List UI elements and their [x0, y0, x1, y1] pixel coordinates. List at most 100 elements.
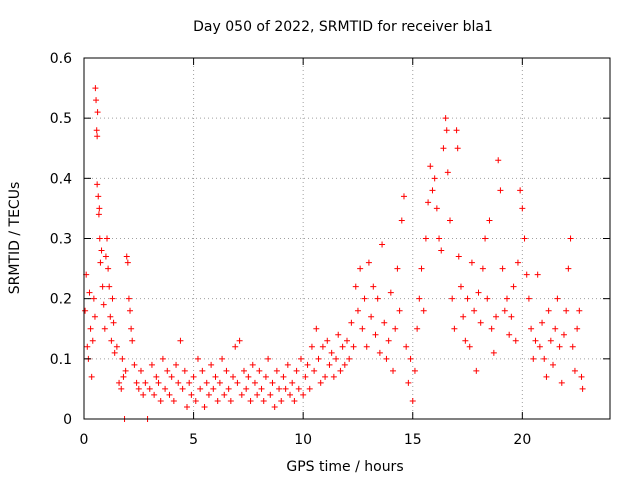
data-point	[462, 337, 469, 344]
data-point	[230, 373, 237, 380]
data-point	[429, 187, 436, 194]
data-point	[96, 235, 103, 242]
data-point	[162, 385, 169, 392]
data-point	[528, 325, 535, 332]
data-point	[166, 391, 173, 398]
data-point	[532, 337, 539, 344]
data-point	[385, 337, 392, 344]
data-point	[552, 325, 559, 332]
data-point	[192, 397, 199, 404]
data-point	[186, 379, 193, 386]
data-point	[460, 313, 467, 320]
data-point	[267, 391, 274, 398]
x-tick-label: 10	[294, 432, 312, 448]
data-point	[416, 295, 423, 302]
data-point	[341, 361, 348, 368]
data-point	[94, 181, 101, 188]
data-point	[106, 283, 113, 290]
data-point	[311, 367, 318, 374]
data-point	[127, 307, 134, 314]
x-tick-label: 20	[513, 432, 531, 448]
data-point	[208, 361, 215, 368]
data-point	[523, 271, 530, 278]
data-point	[447, 217, 454, 224]
data-point	[300, 391, 307, 398]
data-point	[315, 355, 322, 362]
data-point	[140, 391, 147, 398]
data-point	[374, 295, 381, 302]
y-axis-label: SRMTID / TECUs	[7, 182, 23, 295]
data-point	[545, 307, 552, 314]
data-point	[227, 397, 234, 404]
y-tick-label: 0.3	[50, 232, 72, 248]
data-point	[330, 373, 337, 380]
data-point	[433, 205, 440, 212]
data-point	[86, 289, 93, 296]
chart-title: Day 050 of 2022, SRMTID for receiver bla…	[193, 19, 493, 35]
data-point	[313, 325, 320, 332]
data-point	[411, 367, 418, 374]
data-point	[168, 373, 175, 380]
x-tick-label: 5	[189, 432, 198, 448]
data-point	[295, 385, 302, 392]
data-point	[119, 355, 126, 362]
data-point	[392, 325, 399, 332]
data-point	[280, 373, 287, 380]
data-point	[541, 355, 548, 362]
data-point	[556, 343, 563, 350]
data-point	[256, 367, 263, 374]
data-point	[212, 373, 219, 380]
data-point	[517, 187, 524, 194]
data-point	[84, 343, 91, 350]
data-point	[101, 325, 108, 332]
data-point	[464, 295, 471, 302]
data-point	[488, 325, 495, 332]
data-point	[398, 217, 405, 224]
data-point	[265, 355, 272, 362]
data-point	[454, 145, 461, 152]
data-point	[157, 397, 164, 404]
data-point	[90, 295, 97, 302]
data-point	[95, 211, 102, 218]
data-point	[199, 367, 206, 374]
data-point	[569, 343, 576, 350]
data-point	[473, 367, 480, 374]
data-point	[94, 133, 101, 140]
data-point	[409, 397, 416, 404]
data-point	[88, 373, 95, 380]
data-point	[155, 379, 162, 386]
data-point	[287, 391, 294, 398]
data-point	[449, 295, 456, 302]
data-point	[400, 193, 407, 200]
x-tick-label: 15	[404, 432, 422, 448]
data-point	[148, 361, 155, 368]
y-tick-label: 0.5	[50, 111, 72, 127]
data-point	[534, 271, 541, 278]
data-point	[346, 355, 353, 362]
data-point	[427, 163, 434, 170]
data-point	[214, 397, 221, 404]
data-point	[197, 385, 204, 392]
data-point	[486, 217, 493, 224]
data-point	[93, 127, 100, 134]
data-point	[484, 295, 491, 302]
data-point	[116, 379, 123, 386]
data-point	[453, 127, 460, 134]
data-point	[333, 355, 340, 362]
data-point	[344, 337, 350, 344]
y-tick-label: 0.4	[50, 171, 72, 187]
data-point	[405, 379, 412, 386]
data-point	[142, 379, 149, 386]
data-point	[348, 319, 355, 326]
data-point	[368, 313, 375, 320]
y-tick-label: 0	[63, 412, 72, 428]
data-point	[335, 331, 342, 338]
data-point	[111, 349, 118, 356]
data-point	[278, 397, 285, 404]
data-point	[184, 403, 191, 410]
data-point	[306, 385, 313, 392]
ticks-layer	[83, 57, 610, 420]
data-point	[510, 283, 517, 290]
